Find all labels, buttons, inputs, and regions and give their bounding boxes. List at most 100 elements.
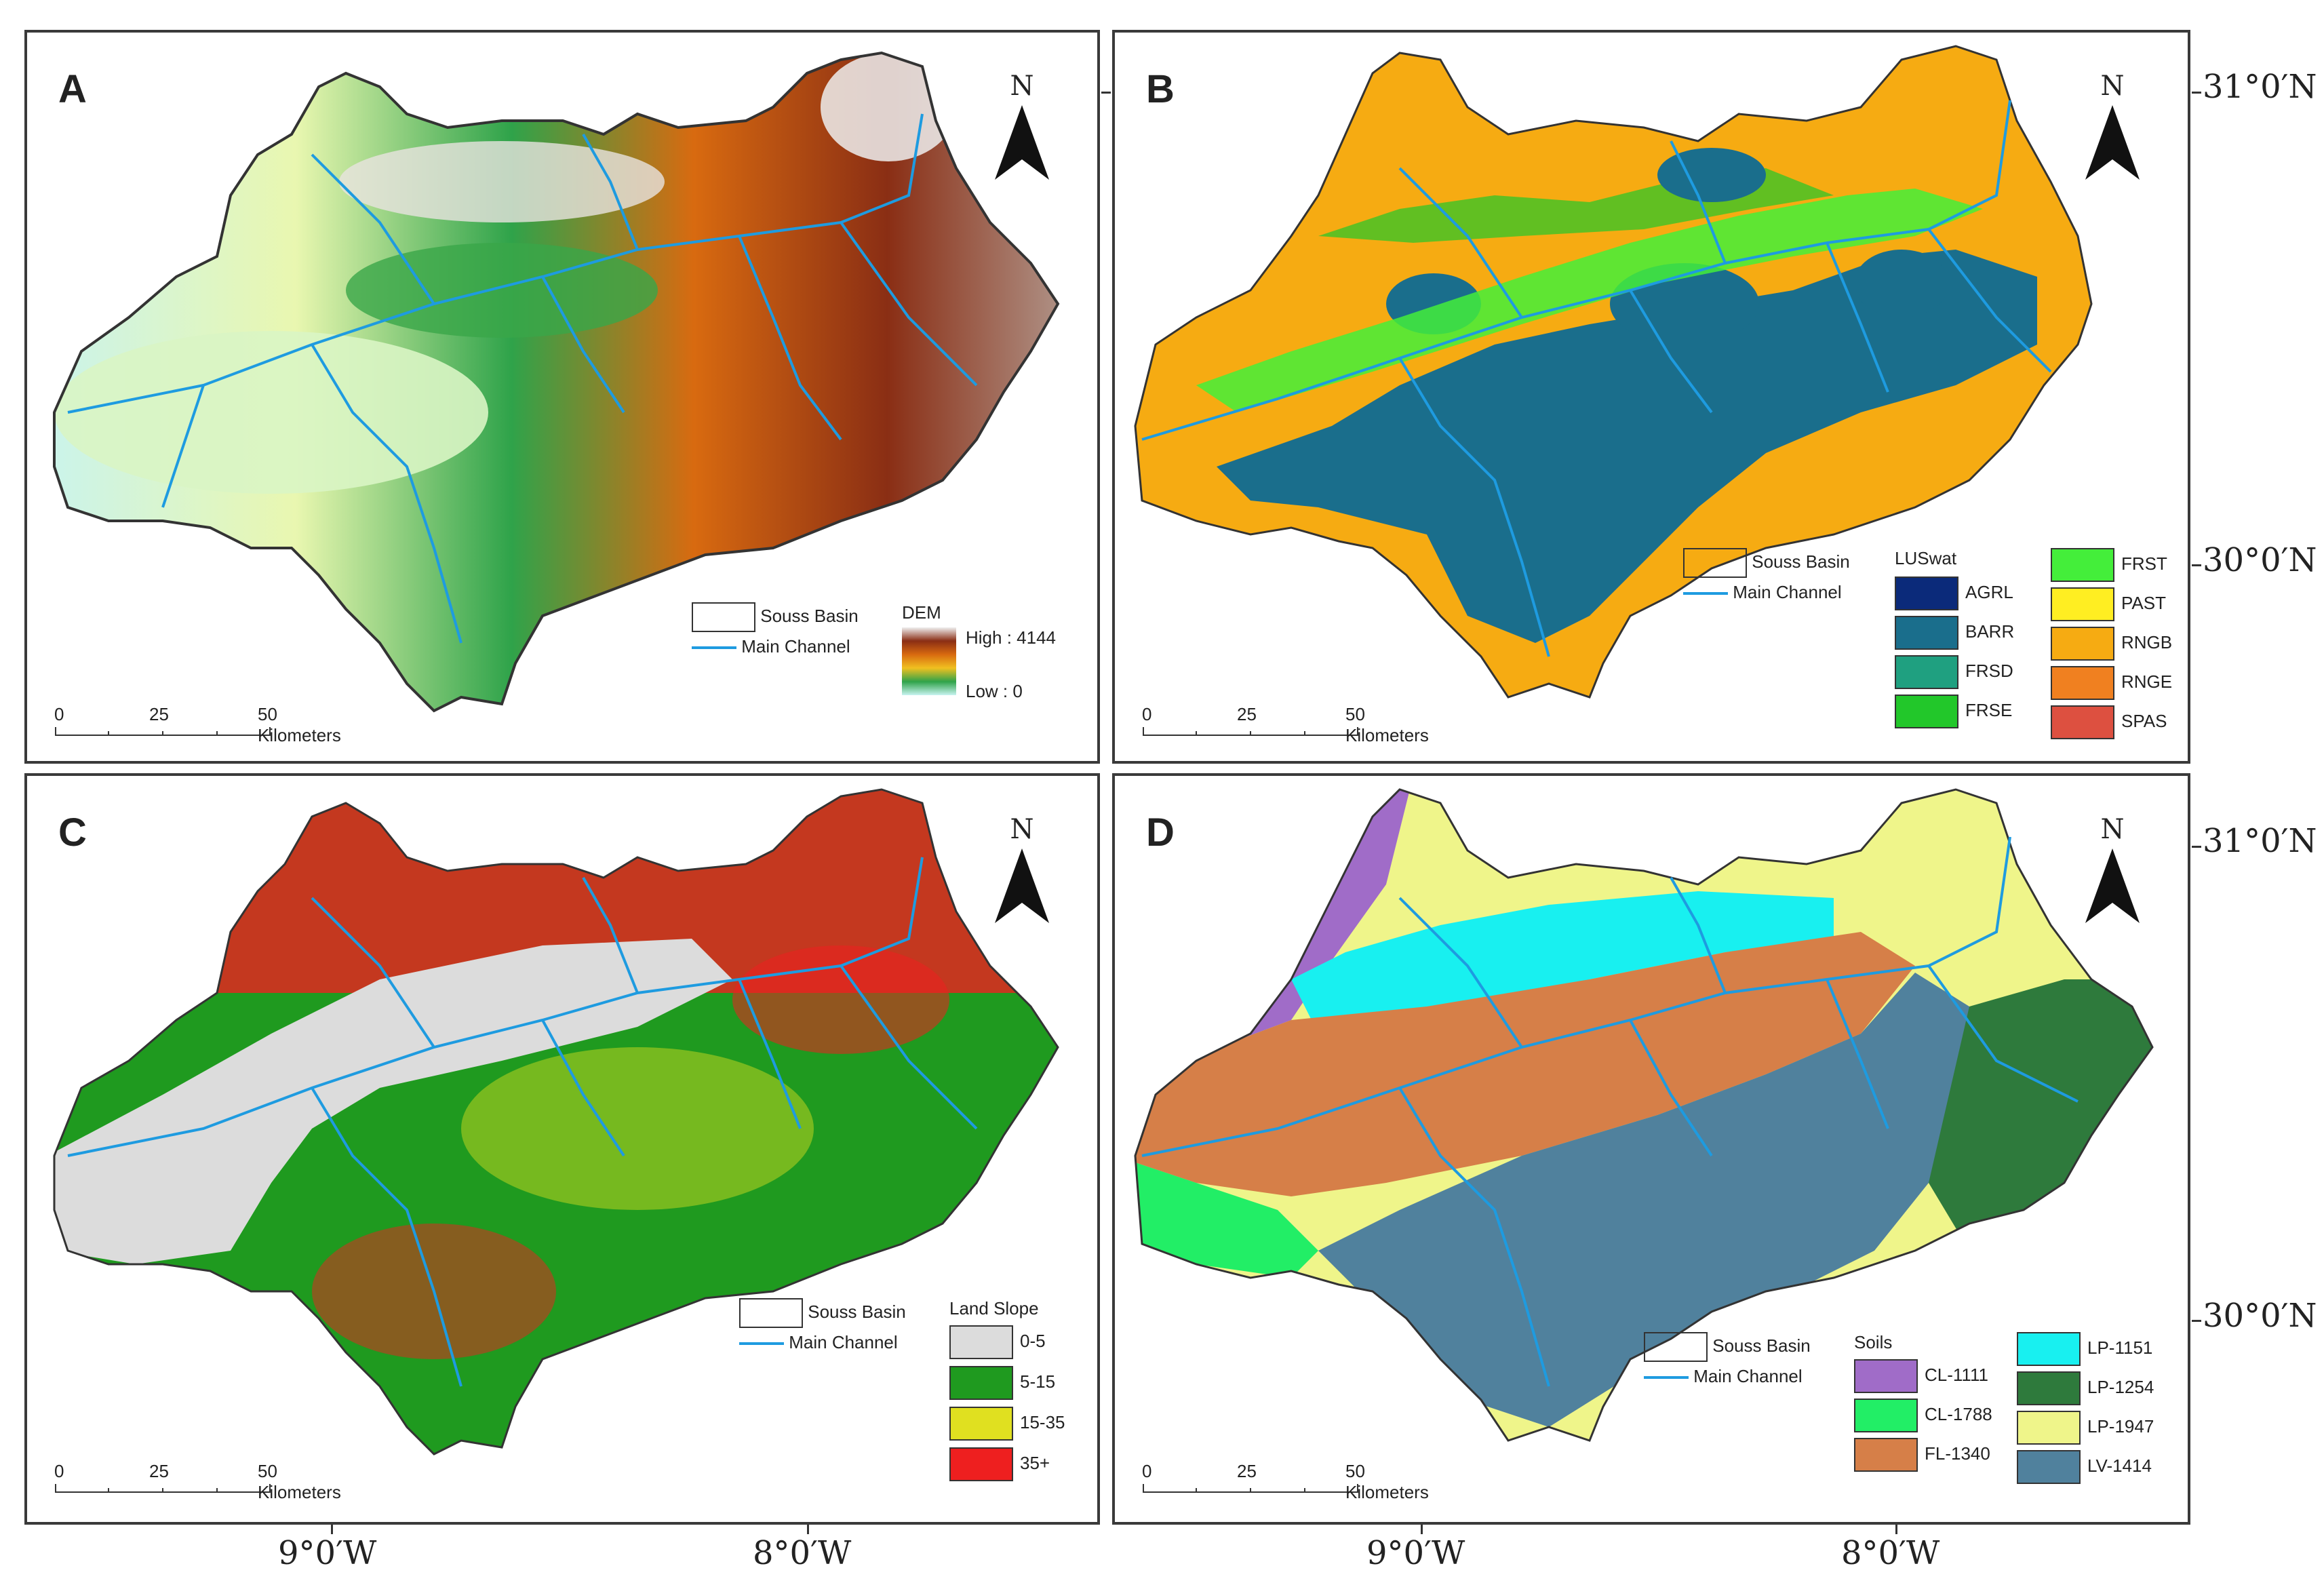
scale-tick-50: 50 Kilometers [1345,704,1429,745]
landuse-swatch-rngb [2051,627,2114,661]
main-channel-network-a [67,113,978,644]
legend-channel-label: Main Channel [789,1332,898,1352]
lon-tick [1421,1525,1423,1534]
scale-bar-graphic [55,1484,271,1493]
legend-basin-label: Souss Basin [1712,1335,1811,1356]
scale-bar-graphic [1143,1484,1358,1493]
lon-label-8w: 8°0′W [1841,1534,1940,1572]
soils-title: Soils [1854,1332,1893,1352]
scale-tick-25: 25 [149,704,169,724]
lat-label-31n: 31°0′N [2203,822,2317,860]
slope-title: Land Slope [949,1298,1039,1318]
slope-label-0-5: 0-5 [1020,1331,1046,1351]
basin-map-c [53,788,1059,1455]
north-label: N [2100,71,2125,102]
panel-a-elevation-map: A N 0 25 50 Kilometers Souss Basin Main … [24,30,1100,764]
landuse-swatch-past [2051,587,2114,621]
scale-tick-0: 0 [1142,1461,1152,1481]
channel-swatch [692,646,736,650]
landuse-label-frsd: FRSD [1965,661,2013,681]
scale-bar: 0 25 50 Kilometers [54,1461,341,1502]
channel-swatch [1644,1376,1689,1380]
north-arrow-icon [2085,105,2140,180]
main-channel-network-d [1141,836,2079,1387]
soil-swatch-lp-1151 [2017,1332,2081,1366]
channel-swatch [1683,592,1728,595]
north-arrow-icon [995,105,1049,180]
landuse-swatch-spas [2051,705,2114,739]
dem-title: DEM [902,602,941,623]
scale-tick-25: 25 [149,1461,169,1481]
panel-b-landuse-map: B N 0 25 50 Kilometers Souss Basin Main … [1112,30,2190,764]
legend-b-basin: Souss Basin Main Channel [1683,548,1850,609]
basin-map-a [53,52,1059,712]
scale-tick-0: 0 [54,1461,64,1481]
scale-bar: 0 25 50 Kilometers [1142,1461,1429,1502]
north-arrow: N [2075,814,2150,930]
scale-tick-50: 50 Kilometers [258,1461,341,1502]
landuse-label-rngb: RNGB [2121,632,2173,652]
landuse-swatch-frsd [1895,655,1958,689]
landuse-label-rnge: RNGE [2121,671,2173,692]
soil-label-lv-1414: LV-1414 [2087,1455,2152,1476]
legend-channel-label: Main Channel [1733,582,1842,602]
dem-low-label: Low : 0 [966,681,1023,701]
slope-label-15-35: 15-35 [1020,1412,1065,1432]
legend-c-slope: Land Slope 0-5 5-15 15-35 35+ [949,1298,1085,1502]
lon-tick [1895,1525,1897,1534]
scale-tick-25: 25 [1237,704,1257,724]
dem-color-ramp [902,627,956,695]
scale-tick-50: 50 Kilometers [258,704,341,745]
scale-bar: 0 25 50 Kilometers [54,704,341,745]
landuse-swatch-frse [1895,695,1958,728]
north-arrow: N [985,814,1059,930]
landuse-label-spas: SPAS [2121,711,2167,731]
landuse-swatch-barr [1895,616,1958,650]
landuse-swatch-rnge [2051,666,2114,700]
legend-a: Souss Basin Main Channel [692,602,859,663]
soil-label-cl-1788: CL-1788 [1925,1404,1992,1424]
landuse-label-frse: FRSE [1965,700,2013,720]
landuse-label-agrl: AGRL [1965,582,2013,602]
north-arrow: N [2075,71,2150,187]
north-arrow-icon [995,848,1049,923]
scale-tick-50: 50 Kilometers [1345,1461,1429,1502]
panel-label: D [1146,810,1175,855]
lon-label-8w: 8°0′W [753,1534,852,1572]
scale-bar-graphic [1143,727,1358,736]
soil-label-cl-1111: CL-1111 [1925,1365,1988,1385]
soil-label-fl-1340: FL-1340 [1925,1443,1990,1464]
soil-swatch-cl-1111 [1854,1359,1918,1393]
soil-swatch-fl-1340 [1854,1438,1918,1472]
lon-tick [807,1525,809,1534]
north-label: N [1010,814,1034,845]
lon-label-9w: 9°0′W [1366,1534,1465,1572]
panel-label: B [1146,67,1175,111]
panel-label: A [58,67,87,111]
legend-d-basin: Souss Basin Main Channel [1644,1332,1811,1393]
basin-map-d [1134,788,2154,1442]
lat-tick [1101,92,1111,94]
legend-basin-label: Souss Basin [760,605,859,626]
lat-tick [2192,564,2201,566]
panel-c-slope-map: C N 0 25 50 Kilometers Souss Basin Main … [24,773,1100,1525]
slope-swatch-35- [949,1447,1013,1481]
soil-label-lp-1254: LP-1254 [2087,1377,2154,1397]
soil-label-lp-1947: LP-1947 [2087,1416,2154,1437]
landuse-label-barr: BARR [1965,621,2015,642]
main-channel-network-c [67,857,978,1387]
landuse-title: LUSwat [1895,548,1957,568]
panel-d-soil-map: D N 0 25 50 Kilometers Souss Basin Main … [1112,773,2190,1525]
lat-tick [2192,92,2201,94]
legend-d-soils: Soils CL-1111 CL-1788 FL-1340 LP-1151 LP-125… [1854,1332,2180,1522]
legend-c-basin: Souss Basin Main Channel [739,1298,906,1359]
lat-tick [2192,1320,2201,1322]
soil-swatch-lp-1254 [2017,1371,2081,1405]
landuse-swatch-agrl [1895,576,1958,610]
scale-tick-0: 0 [1142,704,1152,724]
lat-label-30n: 30°0′N [2203,541,2317,579]
lat-tick [2192,846,2201,848]
basin-swatch [1644,1332,1708,1362]
legend-basin-label: Souss Basin [808,1301,906,1322]
slope-label-5-15: 5-15 [1020,1371,1056,1392]
